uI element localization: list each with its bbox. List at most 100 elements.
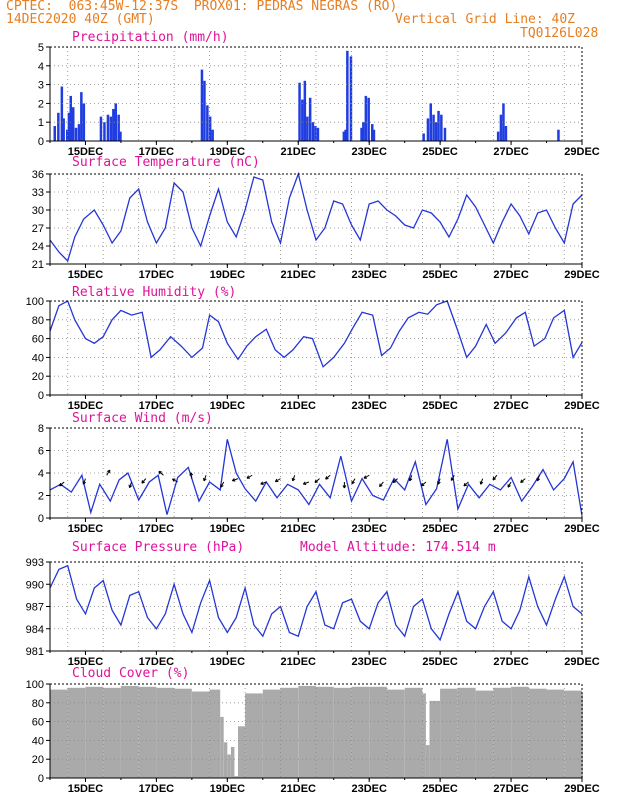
x-tick-label: 15DEC	[68, 146, 104, 158]
x-tick-label: 27DEC	[493, 783, 529, 795]
x-tick-label: 15DEC	[68, 269, 104, 281]
x-tick-label: 23DEC	[351, 523, 387, 535]
wind-arrow-head	[379, 483, 381, 487]
data-bar	[528, 688, 547, 778]
data-bar	[209, 689, 221, 778]
data-bar	[546, 689, 565, 778]
data-bar	[502, 103, 505, 141]
data-bar	[386, 689, 405, 778]
y-tick-label: 6	[38, 446, 44, 458]
wind-arrow-head	[158, 470, 162, 473]
data-bar	[60, 86, 64, 141]
data-bar	[77, 124, 81, 141]
data-bar	[425, 745, 430, 778]
x-tick-label: 29DEC	[564, 523, 600, 535]
data-bar	[342, 131, 346, 141]
data-bar	[238, 726, 246, 778]
y-tick-label: 20	[32, 371, 44, 383]
data-bar	[360, 127, 363, 141]
panel-annotation: Model Altitude: 174.514 m	[300, 540, 496, 555]
x-tick-label: 23DEC	[351, 400, 387, 412]
series-line	[49, 171, 583, 263]
data-bar	[443, 127, 447, 141]
x-tick-label: 29DEC	[564, 400, 600, 412]
x-tick-label: 17DEC	[139, 146, 175, 158]
data-bar	[475, 690, 494, 778]
x-tick-label: 19DEC	[210, 656, 246, 668]
data-bar	[306, 116, 309, 141]
series-line	[49, 300, 583, 368]
wind-arrow-head	[274, 478, 278, 482]
x-tick-label: 21DEC	[281, 523, 317, 535]
data-bar	[314, 126, 317, 141]
y-tick-label: 36	[32, 169, 44, 181]
y-tick-label: 80	[32, 698, 44, 710]
panel-title: Surface Temperature (nC)	[72, 155, 260, 170]
data-bar	[50, 689, 68, 778]
wind-arrow-head	[392, 479, 395, 483]
header: CPTEC: 063:45W-12:37S PROX01: PEDRAS NEG…	[0, 0, 618, 46]
wind-arrow-head	[463, 482, 466, 487]
y-tick-label: 60	[32, 334, 44, 346]
wind-arrow-head	[190, 472, 194, 476]
x-tick-label: 17DEC	[139, 656, 175, 668]
x-tick-label: 23DEC	[351, 656, 387, 668]
data-bar	[301, 99, 304, 141]
y-tick-label: 24	[32, 241, 44, 253]
x-tick-label: 21DEC	[281, 656, 317, 668]
data-bar	[85, 686, 104, 778]
wind-arrow-head	[302, 481, 306, 485]
data-bar	[298, 82, 301, 141]
x-tick-label: 21DEC	[281, 269, 317, 281]
data-bar	[499, 114, 503, 141]
wind-arrow-head	[314, 479, 317, 483]
y-tick-label: 0	[38, 136, 44, 148]
wind-arrow-head	[246, 475, 249, 479]
y-tick-label: 33	[32, 187, 44, 199]
y-tick-label: 4	[38, 468, 44, 480]
y-tick-label: 8	[38, 423, 44, 435]
data-bar	[262, 689, 281, 778]
wind-arrow-head	[260, 481, 264, 485]
series-line	[49, 439, 583, 516]
wind-arrow-head	[231, 478, 235, 482]
x-tick-label: 23DEC	[351, 269, 387, 281]
data-bar	[72, 107, 75, 141]
y-tick-label: 981	[26, 646, 44, 658]
data-bar	[440, 688, 458, 778]
data-bar	[220, 716, 224, 778]
y-tick-label: 40	[32, 352, 44, 364]
x-tick-label: 19DEC	[210, 146, 246, 158]
panel-title: Cloud Cover (%)	[72, 666, 189, 681]
data-bar	[351, 686, 370, 778]
x-tick-label: 17DEC	[139, 783, 175, 795]
x-tick-label: 19DEC	[210, 400, 246, 412]
data-bar	[582, 693, 583, 778]
data-bar	[280, 687, 299, 778]
x-tick-label: 21DEC	[281, 783, 317, 795]
data-bar	[404, 687, 423, 778]
x-tick-label: 27DEC	[493, 269, 529, 281]
data-bar	[371, 124, 374, 141]
data-bar	[434, 122, 438, 141]
data-bar	[109, 116, 113, 141]
data-bar	[67, 687, 86, 778]
data-bar	[344, 129, 347, 141]
y-tick-label: 1	[38, 117, 44, 129]
data-bar	[234, 776, 238, 778]
y-tick-label: 27	[32, 223, 44, 235]
chart-panel-1: 21 24 27 30 33 36 15DEC 17DEC 19DEC 21DEC 23DEC 25D…	[32, 155, 600, 281]
data-bar	[457, 687, 476, 778]
x-tick-label: 15DEC	[68, 656, 104, 668]
x-tick-label: 29DEC	[564, 656, 600, 668]
x-tick-label: 25DEC	[422, 269, 458, 281]
data-bar	[211, 129, 214, 141]
wind-arrow-head	[363, 475, 366, 479]
data-bar	[223, 742, 228, 778]
data-bar	[74, 127, 78, 141]
data-bar	[303, 80, 307, 141]
data-bar	[119, 131, 122, 141]
data-bar	[200, 69, 204, 141]
y-tick-label: 0	[38, 773, 44, 785]
data-bar	[174, 688, 192, 778]
